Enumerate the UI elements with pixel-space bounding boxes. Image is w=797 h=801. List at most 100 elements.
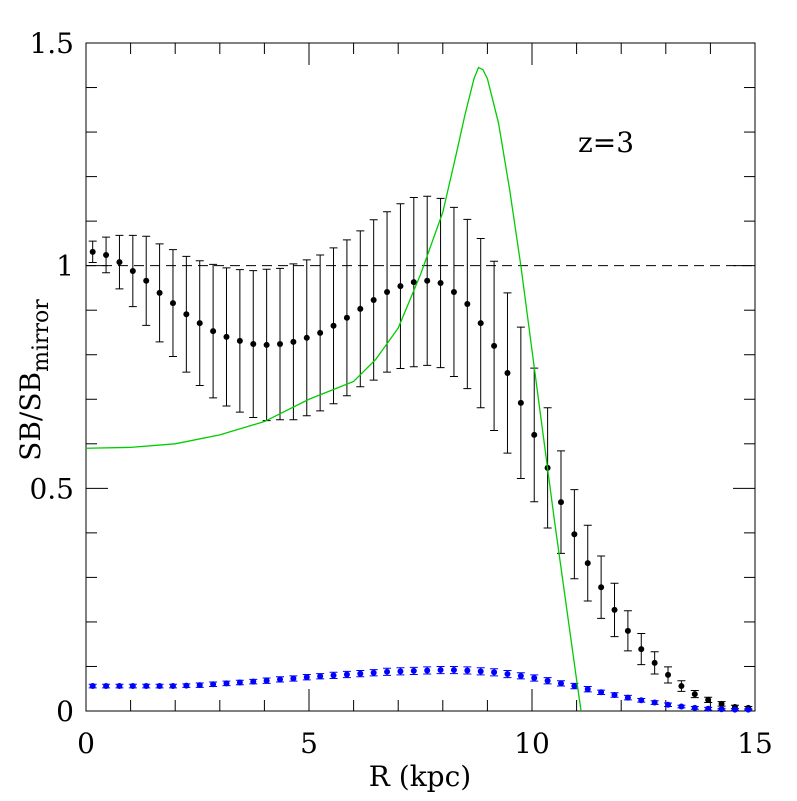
data-point — [665, 671, 672, 678]
data-point — [477, 320, 484, 327]
data-point — [544, 677, 551, 684]
data-point — [584, 686, 591, 693]
annotation: z=3 — [578, 126, 634, 159]
data-point — [638, 697, 645, 704]
data-point — [89, 248, 96, 255]
data-point — [450, 667, 457, 674]
data-point — [504, 369, 511, 376]
data-point — [424, 667, 431, 674]
data-point — [116, 683, 123, 690]
data-point — [665, 701, 672, 708]
data-point — [611, 606, 618, 613]
data-point — [236, 679, 243, 686]
y-label-main: SB/SB — [14, 372, 47, 461]
data-point — [236, 337, 243, 344]
data-point — [89, 683, 96, 690]
data-point — [156, 289, 163, 296]
data-point — [384, 668, 391, 675]
data-point — [330, 672, 337, 679]
y-label-sub: mirror — [29, 299, 54, 372]
data-point — [464, 667, 471, 674]
x-tick-label: 15 — [737, 727, 773, 760]
data-point — [691, 704, 698, 711]
data-point — [504, 671, 511, 678]
data-point — [397, 283, 404, 290]
data-point — [557, 499, 564, 506]
plot-frame — [85, 42, 756, 712]
data-point — [464, 300, 471, 307]
data-point — [638, 646, 645, 653]
data-point — [223, 333, 230, 340]
data-point — [183, 311, 190, 318]
data-point — [116, 259, 123, 266]
x-tick-label: 10 — [514, 727, 550, 760]
data-point — [731, 706, 738, 713]
data-point — [317, 673, 324, 680]
y-tick-label: 0.5 — [29, 472, 74, 505]
data-point — [303, 334, 310, 341]
data-point — [103, 683, 110, 690]
data-point — [250, 341, 257, 348]
curve — [85, 66, 582, 712]
data-point — [143, 683, 150, 690]
data-point — [384, 288, 391, 295]
data-point — [223, 680, 230, 687]
y-tick-label: 1 — [56, 250, 74, 283]
data-point — [129, 683, 136, 690]
data-point — [491, 342, 498, 349]
data-point — [624, 627, 631, 634]
data-point — [611, 691, 618, 698]
data-point — [250, 678, 257, 685]
data-point — [397, 668, 404, 675]
data-point — [156, 683, 163, 690]
data-point — [263, 677, 270, 684]
data-point — [183, 682, 190, 689]
y-tick-label: 1.5 — [29, 27, 74, 60]
data-point — [691, 691, 698, 698]
data-point — [143, 277, 150, 284]
x-axis-label: R (kpc) — [369, 760, 471, 793]
data-point — [196, 682, 203, 689]
data-point — [477, 668, 484, 675]
data-point — [357, 305, 364, 312]
data-point — [598, 689, 605, 696]
data-point — [651, 699, 658, 706]
x-tick-label: 5 — [300, 727, 318, 760]
x-tick-label: 0 — [77, 727, 95, 760]
data-point — [557, 680, 564, 687]
data-point — [571, 531, 578, 538]
data-point — [303, 674, 310, 681]
data-point — [343, 314, 350, 321]
data-point — [357, 670, 364, 677]
data-point — [678, 683, 685, 690]
data-point — [317, 329, 324, 336]
data-point — [517, 399, 524, 406]
data-point — [450, 288, 457, 295]
data-point — [584, 560, 591, 567]
data-point — [103, 251, 110, 258]
y-axis-label-text: SB/SBmirror — [14, 299, 54, 461]
data-point — [531, 431, 538, 438]
data-point — [129, 268, 136, 275]
data-point — [705, 696, 712, 703]
data-point — [290, 338, 297, 345]
data-point — [624, 694, 631, 701]
data-point — [410, 667, 417, 674]
data-point — [370, 669, 377, 676]
data-point — [517, 672, 524, 679]
y-tick-label: 0 — [56, 695, 74, 728]
data-point — [437, 280, 444, 287]
data-point — [290, 675, 297, 682]
data-point — [330, 322, 337, 329]
data-point — [210, 681, 217, 688]
data-point — [651, 659, 658, 666]
data-point — [531, 675, 538, 682]
data-point — [718, 706, 725, 713]
data-point — [598, 584, 605, 591]
data-point — [491, 669, 498, 676]
data-point — [196, 320, 203, 327]
data-point — [263, 341, 270, 348]
data-point — [410, 279, 417, 286]
data-point — [210, 328, 217, 335]
